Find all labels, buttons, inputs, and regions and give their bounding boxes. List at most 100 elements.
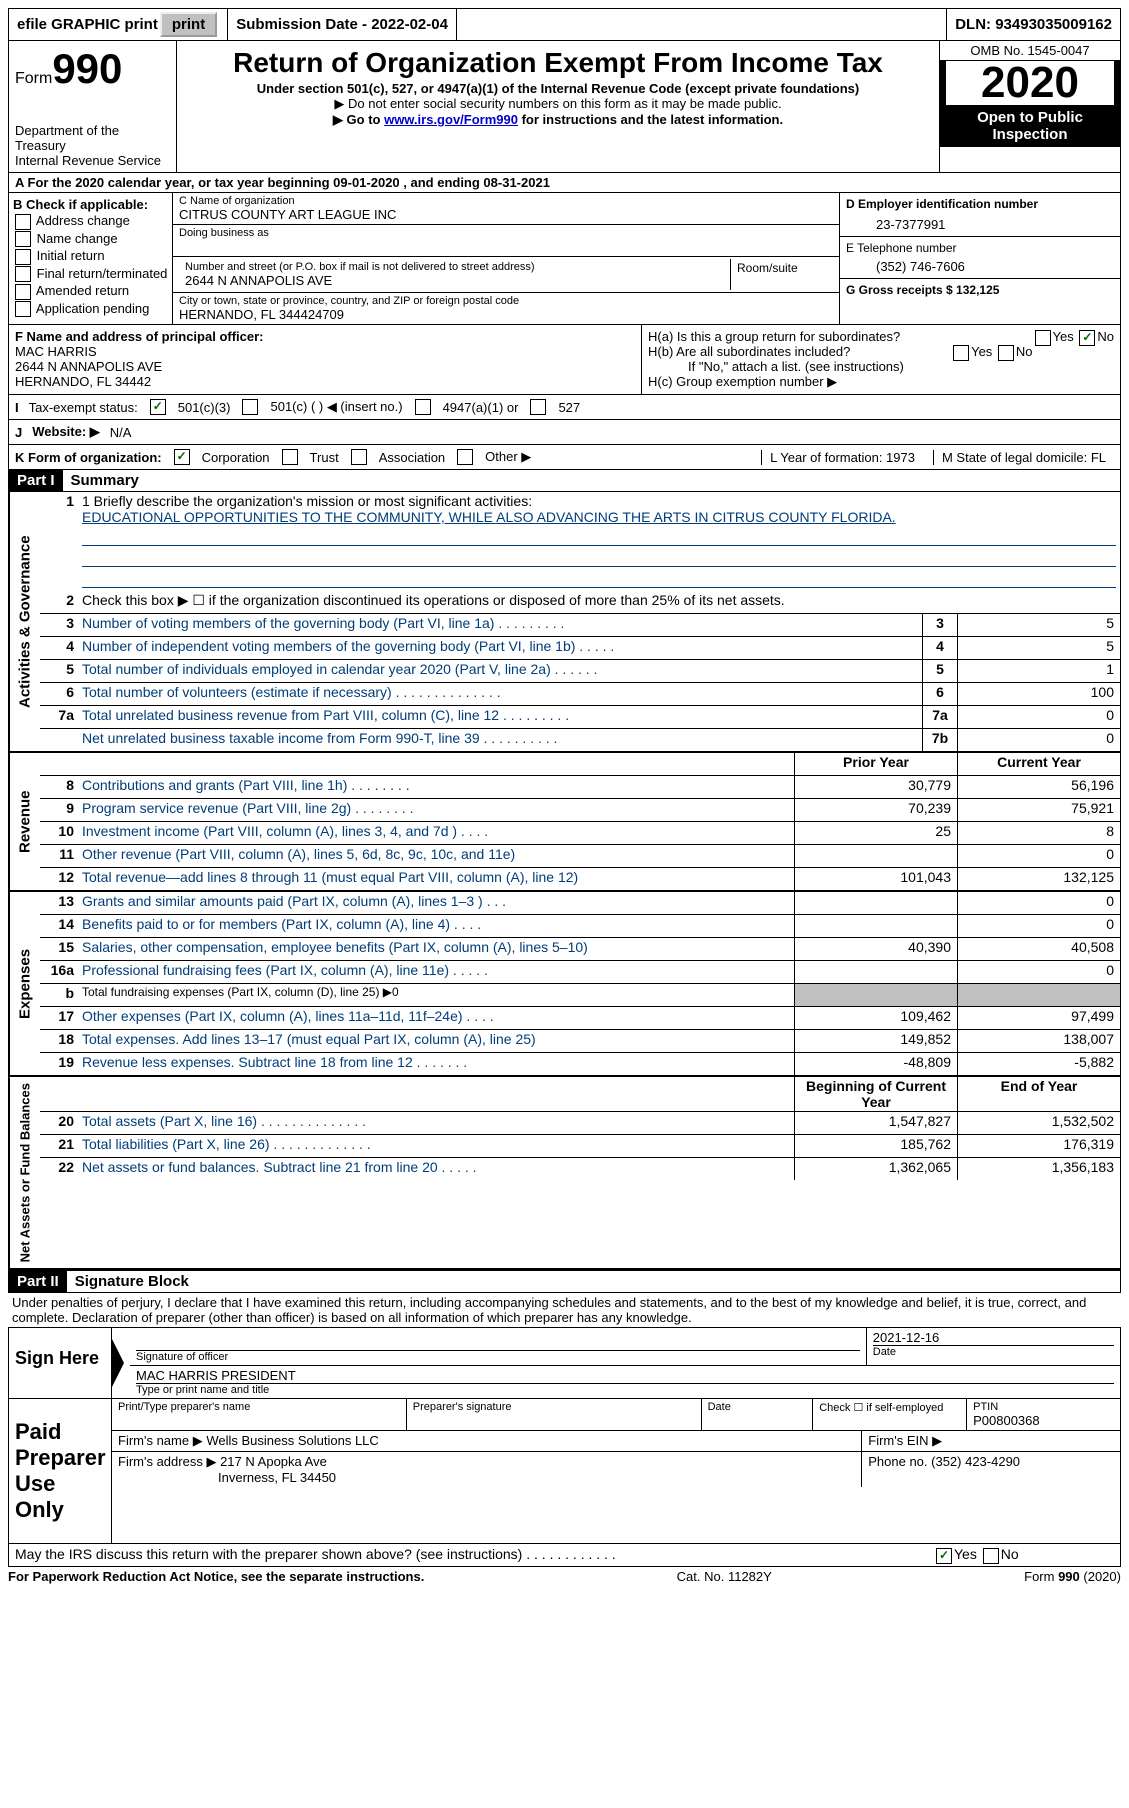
ein-value: 23-7377991: [846, 211, 1114, 232]
header-mid: Return of Organization Exempt From Incom…: [177, 41, 939, 172]
state-domicile: M State of legal domicile: FL: [933, 450, 1114, 465]
check-other[interactable]: [457, 449, 473, 465]
dba-row: Doing business as: [173, 225, 839, 257]
check-trust[interactable]: [282, 449, 298, 465]
officer-group-row: F Name and address of principal officer:…: [8, 325, 1121, 395]
form-header: Form990 Department of the Treasury Inter…: [8, 41, 1121, 173]
box-b: B Check if applicable: Address change Na…: [9, 193, 173, 324]
website-value: N/A: [110, 425, 132, 440]
irs-discuss-row: May the IRS discuss this return with the…: [8, 1544, 1121, 1567]
org-name-row: C Name of organization CITRUS COUNTY ART…: [173, 193, 839, 225]
rev-line-9: 9 Program service revenue (Part VIII, li…: [40, 799, 1120, 822]
sig-name: MAC HARRIS PRESIDENT Type or print name …: [130, 1366, 1120, 1398]
rev-line-10: 10 Investment income (Part VIII, column …: [40, 822, 1120, 845]
exp-line-13: 13 Grants and similar amounts paid (Part…: [40, 892, 1120, 915]
perjury-statement: Under penalties of perjury, I declare th…: [8, 1293, 1121, 1327]
h-a: H(a) Is this a group return for subordin…: [648, 329, 1114, 344]
exp-line-14: 14 Benefits paid to or for members (Part…: [40, 915, 1120, 938]
gov-line-3: 3 Number of voting members of the govern…: [40, 614, 1120, 637]
net-line-20: 20 Total assets (Part X, line 16) . . . …: [40, 1112, 1120, 1135]
part1-header: Part I Summary: [8, 470, 1121, 492]
check-address[interactable]: Address change: [13, 213, 168, 230]
vlabel-netassets: Net Assets or Fund Balances: [9, 1077, 40, 1268]
check-501c[interactable]: [242, 399, 258, 415]
h-b-note: If "No," attach a list. (see instruction…: [648, 359, 1114, 374]
check-amended[interactable]: Amended return: [13, 283, 168, 300]
exp-line-19: 19 Revenue less expenses. Subtract line …: [40, 1053, 1120, 1075]
check-corp[interactable]: ✓: [174, 449, 190, 465]
preparer-firm-addr: Firm's address ▶ 217 N Apopka Ave Invern…: [112, 1452, 1120, 1487]
rev-line-11: 11 Other revenue (Part VIII, column (A),…: [40, 845, 1120, 868]
box-c: C Name of organization CITRUS COUNTY ART…: [173, 193, 839, 324]
vlabel-expenses: Expenses: [9, 892, 40, 1075]
org-name: CITRUS COUNTY ART LEAGUE INC: [179, 207, 833, 222]
irs-link[interactable]: www.irs.gov/Form990: [384, 112, 518, 127]
check-4947[interactable]: [415, 399, 431, 415]
check-name[interactable]: Name change: [13, 231, 168, 248]
paperwork-notice: For Paperwork Reduction Act Notice, see …: [8, 1569, 424, 1584]
box-e: E Telephone number (352) 746-7606: [840, 237, 1120, 279]
box-f: F Name and address of principal officer:…: [9, 325, 642, 394]
sig-date: 2021-12-16 Date: [867, 1328, 1120, 1365]
tax-exempt-row: I Tax-exempt status: ✓501(c)(3) 501(c) (…: [8, 395, 1121, 420]
check-initial[interactable]: Initial return: [13, 248, 168, 265]
gov-line-4: 4 Number of independent voting members o…: [40, 637, 1120, 660]
city-row: City or town, state or province, country…: [173, 293, 839, 324]
check-501c3[interactable]: ✓: [150, 399, 166, 415]
gov-line-5: 5 Total number of individuals employed i…: [40, 660, 1120, 683]
check-pending[interactable]: Application pending: [13, 301, 168, 318]
form-subtitle: Under section 501(c), 527, or 4947(a)(1)…: [185, 81, 931, 96]
year-formation: L Year of formation: 1973: [761, 450, 923, 465]
check-527[interactable]: [530, 399, 546, 415]
discuss-no[interactable]: [983, 1548, 999, 1564]
sign-here-block: Sign Here Signature of officer 2021-12-1…: [8, 1327, 1121, 1399]
header-right: OMB No. 1545-0047 2020 Open to Public In…: [939, 41, 1120, 172]
dept-label: Department of the Treasury: [15, 123, 170, 153]
discuss-yes[interactable]: ✓: [936, 1548, 952, 1564]
revenue-header: Prior Year Current Year: [40, 753, 1120, 776]
topbar-spacer: [457, 9, 947, 40]
submission-date: Submission Date - 2022-02-04: [228, 9, 457, 40]
room-suite: Room/suite: [731, 259, 833, 290]
check-final[interactable]: Final return/terminated: [13, 266, 168, 283]
check-assoc[interactable]: [351, 449, 367, 465]
rev-line-12: 12 Total revenue—add lines 8 through 11 …: [40, 868, 1120, 890]
form-note1: ▶ Do not enter social security numbers o…: [185, 96, 931, 112]
print-button[interactable]: print: [160, 12, 217, 37]
paid-preparer-label: Paid Preparer Use Only: [9, 1399, 112, 1543]
h-b: H(b) Are all subordinates included? Yes …: [648, 344, 1114, 359]
line-1: 1 1 Briefly describe the organization's …: [40, 492, 1120, 591]
vlabel-revenue: Revenue: [9, 753, 40, 890]
exp-line-16a: 16a Professional fundraising fees (Part …: [40, 961, 1120, 984]
h-c: H(c) Group exemption number ▶: [648, 374, 1114, 390]
irs-label: Internal Revenue Service: [15, 153, 170, 168]
sign-here-label: Sign Here: [9, 1328, 112, 1398]
street-row: Number and street (or P.O. box if mail i…: [173, 257, 839, 293]
header-left: Form990 Department of the Treasury Inter…: [9, 41, 177, 172]
cat-no: Cat. No. 11282Y: [677, 1569, 772, 1584]
mission-text: EDUCATIONAL OPPORTUNITIES TO THE COMMUNI…: [82, 509, 896, 525]
officer-addr2: HERNANDO, FL 34442: [15, 374, 635, 389]
preparer-row1: Print/Type preparer's name Preparer's si…: [112, 1399, 1120, 1431]
netassets-header: Beginning of Current Year End of Year: [40, 1077, 1120, 1112]
form-org-row: K Form of organization: ✓Corporation Tru…: [8, 445, 1121, 470]
box-h: H(a) Is this a group return for subordin…: [642, 325, 1120, 394]
dln-label: DLN: 93493035009162: [947, 9, 1120, 40]
gov-line-6: 6 Total number of volunteers (estimate i…: [40, 683, 1120, 706]
tax-year: 2020: [940, 61, 1120, 105]
line-2: 2 Check this box ▶ ☐ if the organization…: [40, 591, 1120, 614]
summary-revenue: Revenue Prior Year Current Year 8 Contri…: [8, 751, 1121, 890]
arrow-icon: [112, 1339, 124, 1387]
exp-line-17: 17 Other expenses (Part IX, column (A), …: [40, 1007, 1120, 1030]
phone-value: (352) 746-7606: [846, 255, 1114, 274]
officer-addr1: 2644 N ANNAPOLIS AVE: [15, 359, 635, 374]
summary-expenses: Expenses 13 Grants and similar amounts p…: [8, 890, 1121, 1075]
preparer-firm-name: Firm's name ▶ Wells Business Solutions L…: [112, 1431, 1120, 1452]
form-title: Return of Organization Exempt From Incom…: [185, 47, 931, 79]
identification-block: B Check if applicable: Address change Na…: [8, 193, 1121, 325]
rev-line-8: 8 Contributions and grants (Part VIII, l…: [40, 776, 1120, 799]
footer: For Paperwork Reduction Act Notice, see …: [8, 1567, 1121, 1586]
summary-governance: Activities & Governance 1 1 Briefly desc…: [8, 492, 1121, 751]
box-deg: D Employer identification number 23-7377…: [839, 193, 1120, 324]
form-ref: Form 990 (2020): [1024, 1569, 1121, 1584]
